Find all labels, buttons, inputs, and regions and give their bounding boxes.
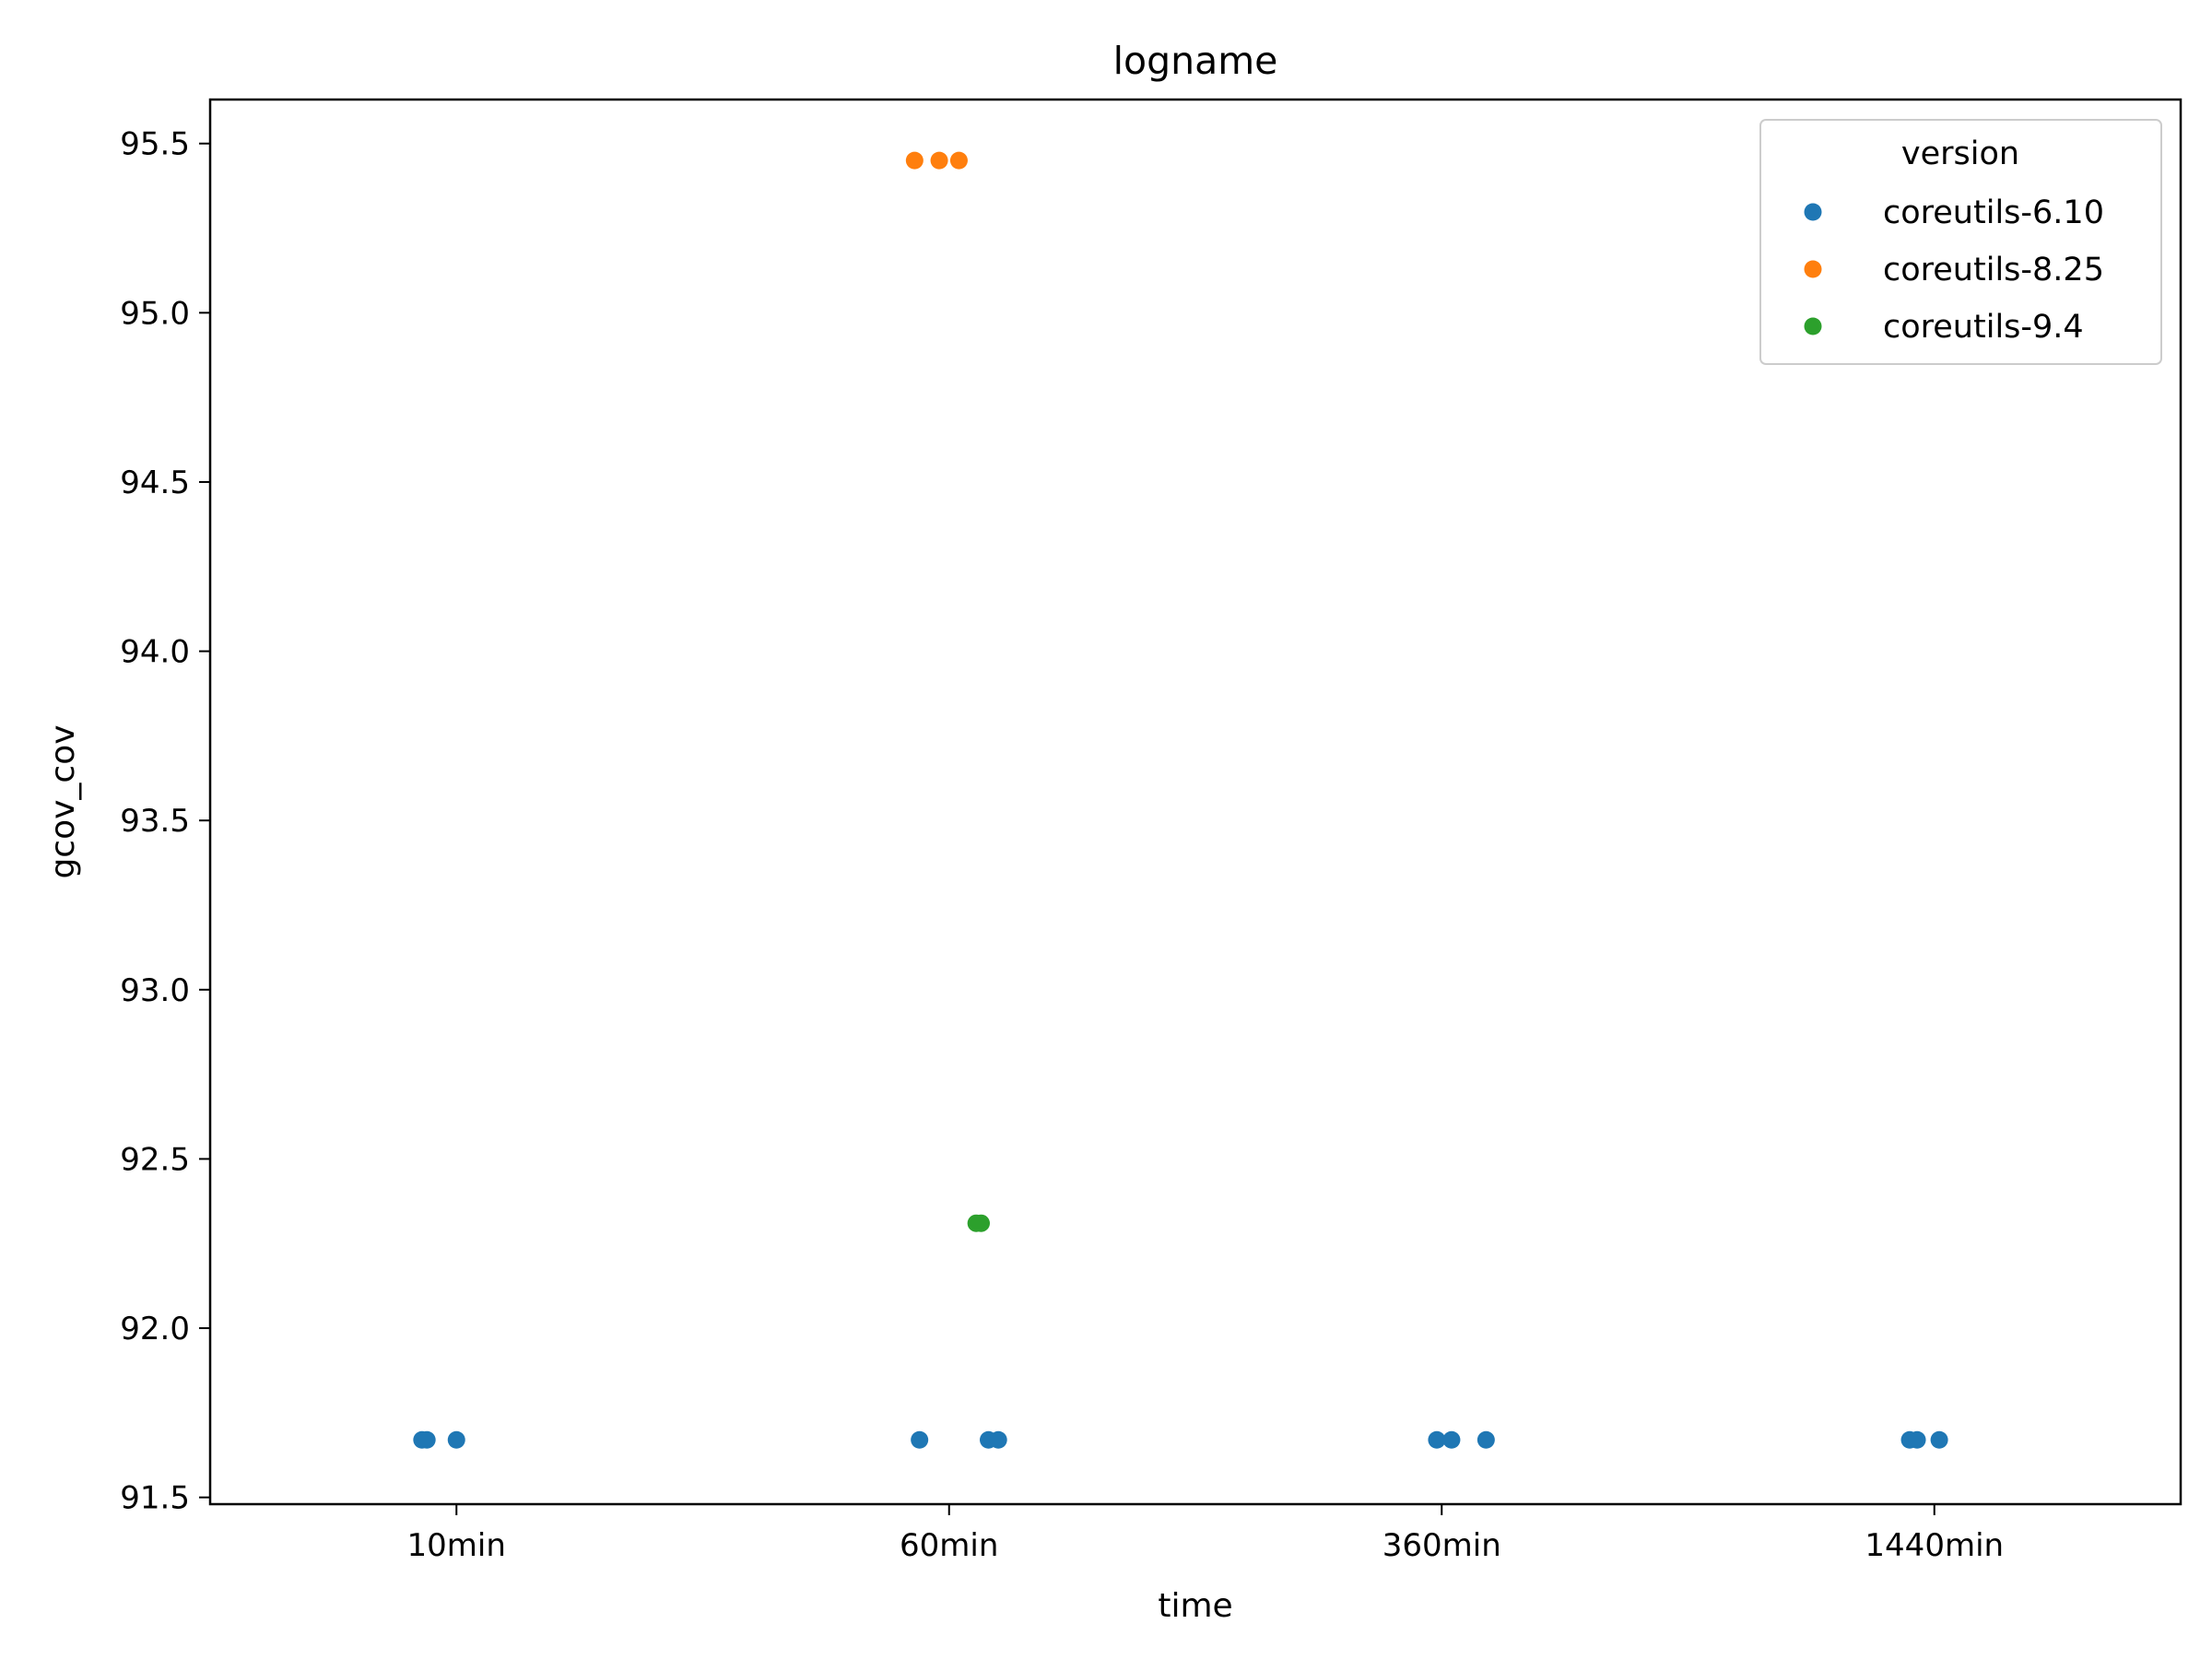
data-points [413,151,1948,1449]
data-point [989,1430,1007,1449]
y-tick-label: 93.0 [120,972,190,1009]
y-tick-label: 95.0 [120,295,190,332]
x-tick-label: 1440min [1865,1527,2004,1564]
legend-marker [1804,317,1822,335]
x-axis-title: time [1158,1587,1232,1625]
y-tick-label: 94.5 [120,465,190,501]
legend-label: coreutils-6.10 [1883,194,2104,231]
data-point [1908,1430,1926,1449]
x-tick-label: 10min [407,1527,506,1564]
data-point [905,151,924,170]
chart-title: logname [1113,39,1278,83]
data-point [949,151,968,170]
y-tick-label: 92.0 [120,1311,190,1347]
data-point [1428,1430,1446,1449]
y-tick-label: 95.5 [120,126,190,163]
legend-marker [1804,260,1822,278]
plot-frame [208,98,2183,1506]
y-tick-label: 91.5 [120,1480,190,1517]
y-tick-label: 93.5 [120,803,190,840]
legend: version coreutils-6.10 coreutils-8.25 core… [1759,119,2162,365]
y-tick-label: 92.5 [120,1141,190,1178]
data-point [930,151,948,170]
y-axis-title: gcov_cov [44,724,82,878]
data-point [971,1214,990,1232]
data-point [418,1430,436,1449]
y-tick-label: 94.0 [120,634,190,671]
x-tick-label: 60min [900,1527,998,1564]
legend-marker [1804,203,1822,221]
y-axis-ticks: 91.5 92.0 92.5 93.0 93.5 94.0 94.5 95.0 95.5 [120,126,210,1517]
legend-box [1759,119,2162,365]
x-axis-ticks: 10min 60min 360min 1440min [407,1504,2004,1564]
data-point [1477,1430,1495,1449]
legend-label: coreutils-8.25 [1883,252,2104,288]
x-tick-label: 360min [1382,1527,1501,1564]
data-point [1930,1430,1948,1449]
data-point [1442,1430,1461,1449]
data-point [447,1430,465,1449]
legend-label: coreutils-9.4 [1883,309,2084,346]
legend-title: version [1901,135,2019,172]
data-point [911,1430,929,1449]
